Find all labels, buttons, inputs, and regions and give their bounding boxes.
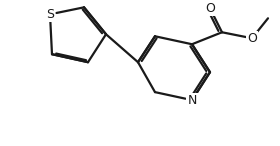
Text: O: O [247,32,257,45]
Text: N: N [187,94,197,107]
Text: O: O [205,2,215,15]
Text: S: S [46,8,54,21]
